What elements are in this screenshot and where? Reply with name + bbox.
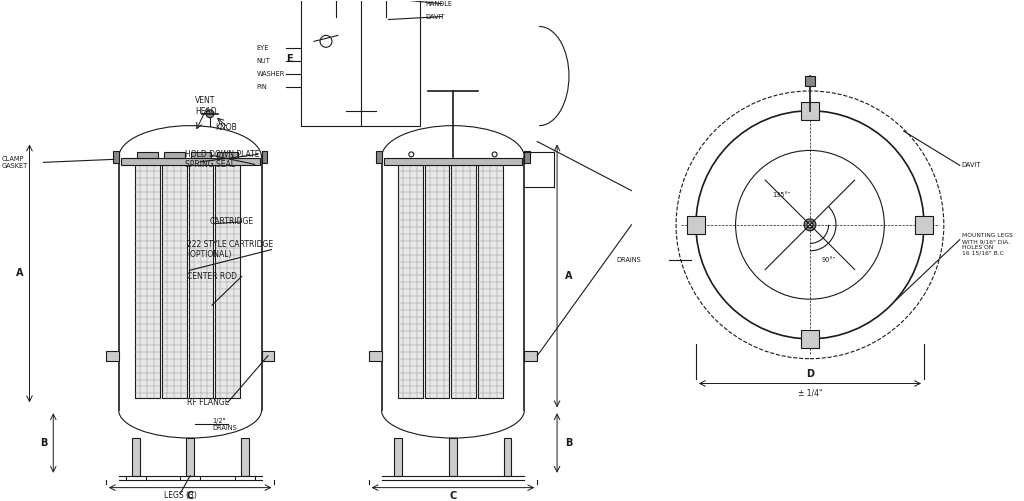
Bar	[425, 165, 450, 398]
Bar	[384, 158, 522, 165]
Text: A: A	[565, 271, 572, 281]
Bar	[132, 438, 139, 476]
Bar	[121, 158, 259, 165]
Bar	[113, 151, 119, 163]
Bar	[801, 102, 819, 120]
Text: 135°″: 135°″	[772, 192, 791, 198]
Text: RF FLANGE: RF FLANGE	[187, 398, 229, 407]
Text: SPRING SEAL: SPRING SEAL	[185, 160, 236, 169]
Bar	[369, 351, 382, 361]
Text: DRAINS: DRAINS	[616, 257, 641, 263]
Bar	[504, 438, 511, 476]
Text: HANDLE: HANDLE	[425, 1, 453, 7]
Circle shape	[807, 222, 813, 228]
Text: KNOB: KNOB	[215, 123, 237, 132]
Text: CLAMP
GASKET: CLAMP GASKET	[2, 156, 28, 169]
Text: C: C	[186, 490, 194, 500]
Text: DAVIT: DAVIT	[962, 162, 981, 168]
Text: A: A	[15, 269, 24, 279]
Bar	[261, 151, 267, 163]
Bar	[301, 0, 420, 126]
Text: B: B	[565, 438, 572, 448]
Text: VENT
HEAD: VENT HEAD	[196, 96, 217, 116]
Text: DAVIT: DAVIT	[425, 14, 444, 20]
Bar	[188, 165, 213, 398]
Text: 222 STYLE CARTRIDGE
(OPTIONAL): 222 STYLE CARTRIDGE (OPTIONAL)	[187, 240, 273, 260]
Bar	[105, 351, 119, 361]
Text: E: E	[286, 54, 293, 64]
Bar	[398, 165, 423, 398]
Text: MOUNTING LEGS
WITH 9/16" DIA.
HOLES ON
16 15/16" B.C: MOUNTING LEGS WITH 9/16" DIA. HOLES ON 1…	[962, 233, 1013, 256]
Bar	[164, 152, 184, 158]
Bar	[261, 351, 274, 361]
Circle shape	[804, 219, 816, 231]
Bar	[135, 165, 160, 398]
Bar	[137, 152, 158, 158]
Text: LEGS (3): LEGS (3)	[164, 491, 197, 500]
Bar	[801, 330, 819, 348]
Text: B: B	[40, 438, 47, 448]
Bar	[524, 151, 530, 163]
Text: D: D	[806, 369, 814, 379]
Circle shape	[206, 110, 214, 118]
Text: C: C	[450, 490, 457, 500]
Bar	[452, 165, 476, 398]
Text: EYE: EYE	[257, 45, 269, 51]
Bar	[217, 152, 239, 158]
Text: CARTRIDGE: CARTRIDGE	[210, 217, 254, 226]
Text: 90°″: 90°″	[822, 257, 837, 263]
Bar	[687, 216, 705, 234]
Text: PIN: PIN	[257, 84, 267, 90]
Bar	[915, 216, 933, 234]
Bar	[449, 438, 457, 476]
Bar	[394, 438, 402, 476]
Bar	[186, 438, 195, 476]
Bar	[241, 438, 249, 476]
Text: NUT: NUT	[257, 58, 270, 64]
Text: CENTER ROD: CENTER ROD	[187, 272, 238, 281]
Bar	[478, 165, 503, 398]
Bar	[524, 351, 538, 361]
Bar	[215, 165, 241, 398]
Text: HOLD DOWN PLATE: HOLD DOWN PLATE	[185, 150, 260, 159]
Text: ± 1/4": ± 1/4"	[798, 389, 822, 398]
Text: WASHER: WASHER	[257, 71, 285, 77]
Bar	[162, 165, 186, 398]
Text: 1/2"
DRAINS: 1/2" DRAINS	[212, 418, 237, 431]
Bar	[376, 151, 382, 163]
Bar	[805, 76, 815, 86]
Bar	[190, 152, 211, 158]
